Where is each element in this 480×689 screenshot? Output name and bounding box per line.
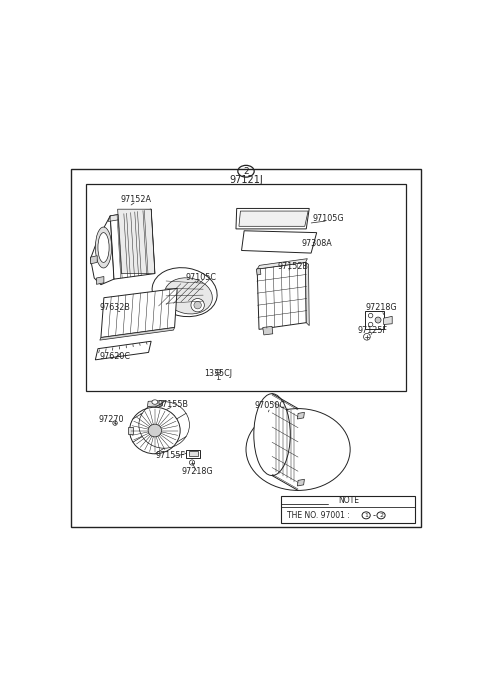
Ellipse shape: [190, 460, 195, 465]
Text: 97155F: 97155F: [156, 451, 186, 460]
Bar: [186, 449, 200, 457]
Text: NOTE: NOTE: [338, 496, 359, 505]
Polygon shape: [384, 316, 392, 325]
Ellipse shape: [148, 424, 162, 437]
Polygon shape: [100, 209, 155, 279]
Ellipse shape: [152, 267, 217, 317]
Polygon shape: [96, 341, 151, 360]
Polygon shape: [257, 258, 307, 269]
Text: -: -: [372, 511, 375, 520]
Polygon shape: [101, 289, 177, 338]
Ellipse shape: [216, 369, 221, 375]
Ellipse shape: [96, 227, 112, 268]
Ellipse shape: [113, 421, 117, 425]
Ellipse shape: [368, 313, 373, 318]
Ellipse shape: [375, 317, 381, 323]
Ellipse shape: [164, 278, 212, 314]
Ellipse shape: [152, 400, 158, 404]
Polygon shape: [239, 211, 308, 226]
Bar: [128, 426, 133, 434]
Polygon shape: [100, 327, 175, 340]
Polygon shape: [91, 216, 114, 285]
Ellipse shape: [254, 393, 290, 475]
Text: 1: 1: [364, 513, 368, 518]
Text: 97152B: 97152B: [277, 263, 308, 271]
Ellipse shape: [191, 298, 204, 312]
Text: THE NO. 97001 :: THE NO. 97001 :: [287, 511, 349, 520]
Text: 1335CJ: 1335CJ: [204, 369, 232, 378]
Bar: [189, 451, 198, 456]
Polygon shape: [96, 276, 104, 285]
Polygon shape: [118, 209, 155, 274]
Ellipse shape: [130, 407, 180, 454]
Text: 2: 2: [379, 513, 383, 518]
Text: 97218G: 97218G: [182, 467, 214, 476]
Polygon shape: [305, 263, 309, 326]
Bar: [281, 496, 415, 523]
Polygon shape: [256, 268, 261, 275]
Text: 97308A: 97308A: [301, 239, 332, 248]
Ellipse shape: [368, 322, 373, 327]
Text: 97125F: 97125F: [358, 326, 387, 335]
Text: 2: 2: [243, 167, 249, 176]
Polygon shape: [236, 209, 309, 229]
Text: 97270: 97270: [98, 415, 124, 424]
Text: 97105G: 97105G: [312, 214, 344, 223]
Text: 97620C: 97620C: [99, 352, 131, 361]
Polygon shape: [91, 256, 97, 264]
Text: 97155B: 97155B: [158, 400, 189, 409]
Polygon shape: [241, 231, 317, 253]
Ellipse shape: [98, 233, 109, 263]
Polygon shape: [108, 209, 151, 221]
Text: 97050C: 97050C: [255, 401, 286, 410]
Text: 97105C: 97105C: [185, 273, 216, 282]
Ellipse shape: [194, 302, 202, 309]
Polygon shape: [147, 400, 163, 407]
Ellipse shape: [246, 409, 350, 491]
Text: 97218G: 97218G: [366, 303, 397, 312]
Polygon shape: [297, 480, 304, 486]
Text: 97632B: 97632B: [100, 303, 131, 312]
Bar: [86, 184, 406, 391]
Polygon shape: [297, 412, 304, 419]
Bar: [365, 311, 384, 329]
Text: 97121J: 97121J: [229, 175, 263, 185]
Text: 97152A: 97152A: [121, 195, 152, 204]
Ellipse shape: [363, 333, 370, 340]
Polygon shape: [263, 327, 273, 335]
Polygon shape: [257, 263, 306, 329]
